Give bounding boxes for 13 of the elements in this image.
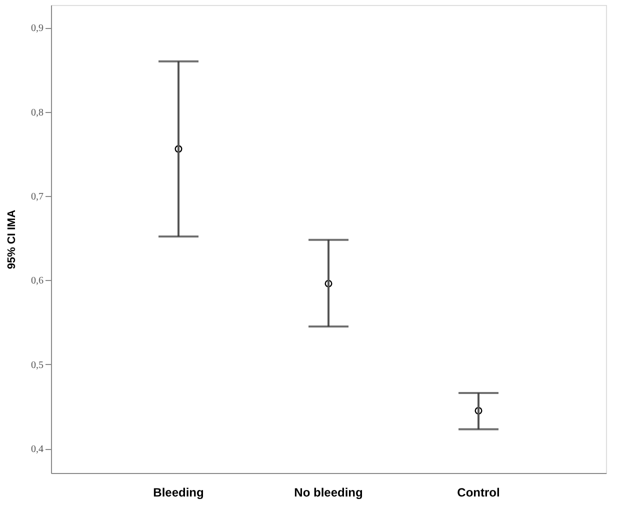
x-tick-label: No bleeding [294, 486, 363, 500]
point [324, 280, 332, 288]
point [474, 406, 482, 414]
y-tick-label: 0,4 [31, 444, 44, 456]
y-tick-label: 0,9 [31, 23, 44, 34]
x-tick-label: Control [457, 486, 500, 500]
point [174, 145, 182, 153]
y-tick-label: 0,8 [31, 107, 44, 118]
x-tick-label: Bleeding [153, 486, 204, 500]
y-axis-title: 95% CI IMA [6, 210, 18, 270]
y-tick-label: 0,6 [31, 276, 44, 287]
y-tick-label: 0,5 [31, 360, 44, 371]
y-tick-label: 0,7 [31, 192, 44, 203]
